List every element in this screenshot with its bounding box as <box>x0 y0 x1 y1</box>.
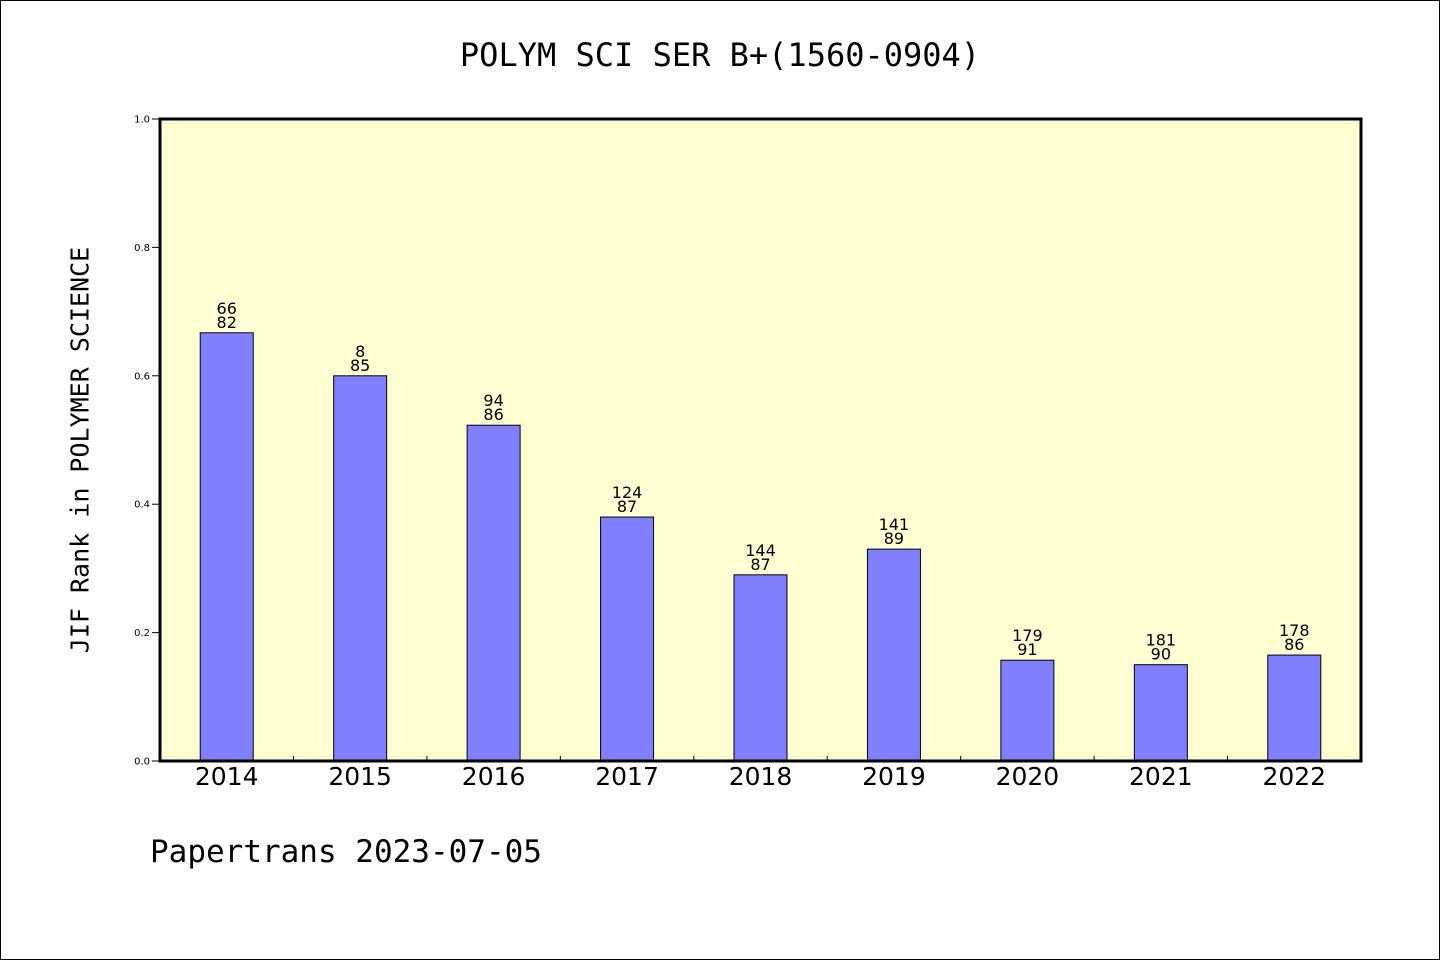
bar <box>1133 664 1188 762</box>
bar-label-top: 178 <box>1279 621 1310 640</box>
bar-label-top: 66 <box>217 299 237 318</box>
x-tick-label: 2016 <box>462 762 526 791</box>
footer-text: Papertrans 2023-07-05 <box>150 834 542 870</box>
bar-label-bottom: 82 <box>217 313 237 332</box>
bar <box>866 548 921 762</box>
x-tick-label: 2018 <box>729 762 793 791</box>
y-tick-label: 0.0 <box>134 757 150 768</box>
bar-label-bottom: 87 <box>617 497 637 516</box>
bar <box>1267 654 1322 762</box>
bar-label-top: 181 <box>1146 631 1177 650</box>
bar <box>199 332 254 762</box>
bar-label-bottom: 85 <box>350 356 370 375</box>
bar-label-bottom: 89 <box>884 529 904 548</box>
bar <box>466 424 521 762</box>
chart-title: POLYM SCI SER B+(1560-0904) <box>459 36 981 74</box>
y-tick-label: 0.4 <box>134 500 150 511</box>
x-tick-label: 2014 <box>195 762 259 791</box>
bar-label-bottom: 87 <box>750 555 770 574</box>
y-tick-label: 1.0 <box>134 115 150 126</box>
x-tick-label: 2015 <box>328 762 392 791</box>
bar <box>333 375 388 762</box>
bar-label-bottom: 86 <box>1284 635 1304 654</box>
y-tick-label: 0.8 <box>134 243 150 254</box>
bar-label-top: 94 <box>483 391 503 410</box>
bar-label-bottom: 90 <box>1151 645 1171 664</box>
y-tick-label: 0.2 <box>134 628 150 639</box>
bar-label-top: 124 <box>612 483 643 502</box>
x-tick-label: 2017 <box>595 762 659 791</box>
bar-label-top: 144 <box>745 541 776 560</box>
x-tick-label: 2020 <box>996 762 1060 791</box>
y-tick-label: 0.6 <box>134 371 150 382</box>
x-tick-label: 2019 <box>862 762 926 791</box>
bar-label-top: 141 <box>879 515 910 534</box>
bar <box>733 574 788 762</box>
plot-border <box>158 117 1363 763</box>
bar-label-bottom: 91 <box>1017 640 1037 659</box>
bar-label-bottom: 86 <box>483 405 503 424</box>
bar-label-top: 179 <box>1012 626 1043 645</box>
bar <box>600 516 655 762</box>
x-tick-label: 2021 <box>1129 762 1193 791</box>
bar-label-top: 8 <box>355 342 365 361</box>
x-tick-label: 2022 <box>1262 762 1326 791</box>
bar <box>1000 659 1055 762</box>
